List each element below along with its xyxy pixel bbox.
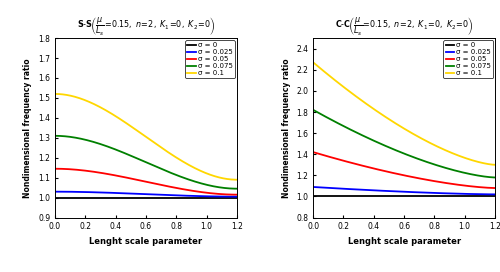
X-axis label: Lenght scale parameter: Lenght scale parameter <box>90 237 202 246</box>
Title: $\mathbf{C\text{-}C}\!\left(\dfrac{\mu}{L_s}\!=\!0.15,\ n\!=\!2,\ K_1\!=\!0,\ K_: $\mathbf{C\text{-}C}\!\left(\dfrac{\mu}{… <box>335 16 473 38</box>
Y-axis label: Nondimensional frequency ratio: Nondimensional frequency ratio <box>24 58 32 198</box>
Title: $\mathbf{S\text{-}S}\!\left(\dfrac{\mu}{L_s}\!=\!0.15,\ n\!=\!2,\ K_1\!=\!0,\ K_: $\mathbf{S\text{-}S}\!\left(\dfrac{\mu}{… <box>77 16 215 38</box>
Y-axis label: Nondimensional frequency ratio: Nondimensional frequency ratio <box>282 58 291 198</box>
X-axis label: Lenght scale parameter: Lenght scale parameter <box>348 237 461 246</box>
Legend: σ = 0, σ = 0.025, σ = 0.05, σ = 0.075, σ = 0.1: σ = 0, σ = 0.025, σ = 0.05, σ = 0.075, σ… <box>186 40 234 79</box>
Legend: σ = 0, σ = 0.025, σ = 0.05, σ = 0.075, σ = 0.1: σ = 0, σ = 0.025, σ = 0.05, σ = 0.075, σ… <box>444 40 493 79</box>
